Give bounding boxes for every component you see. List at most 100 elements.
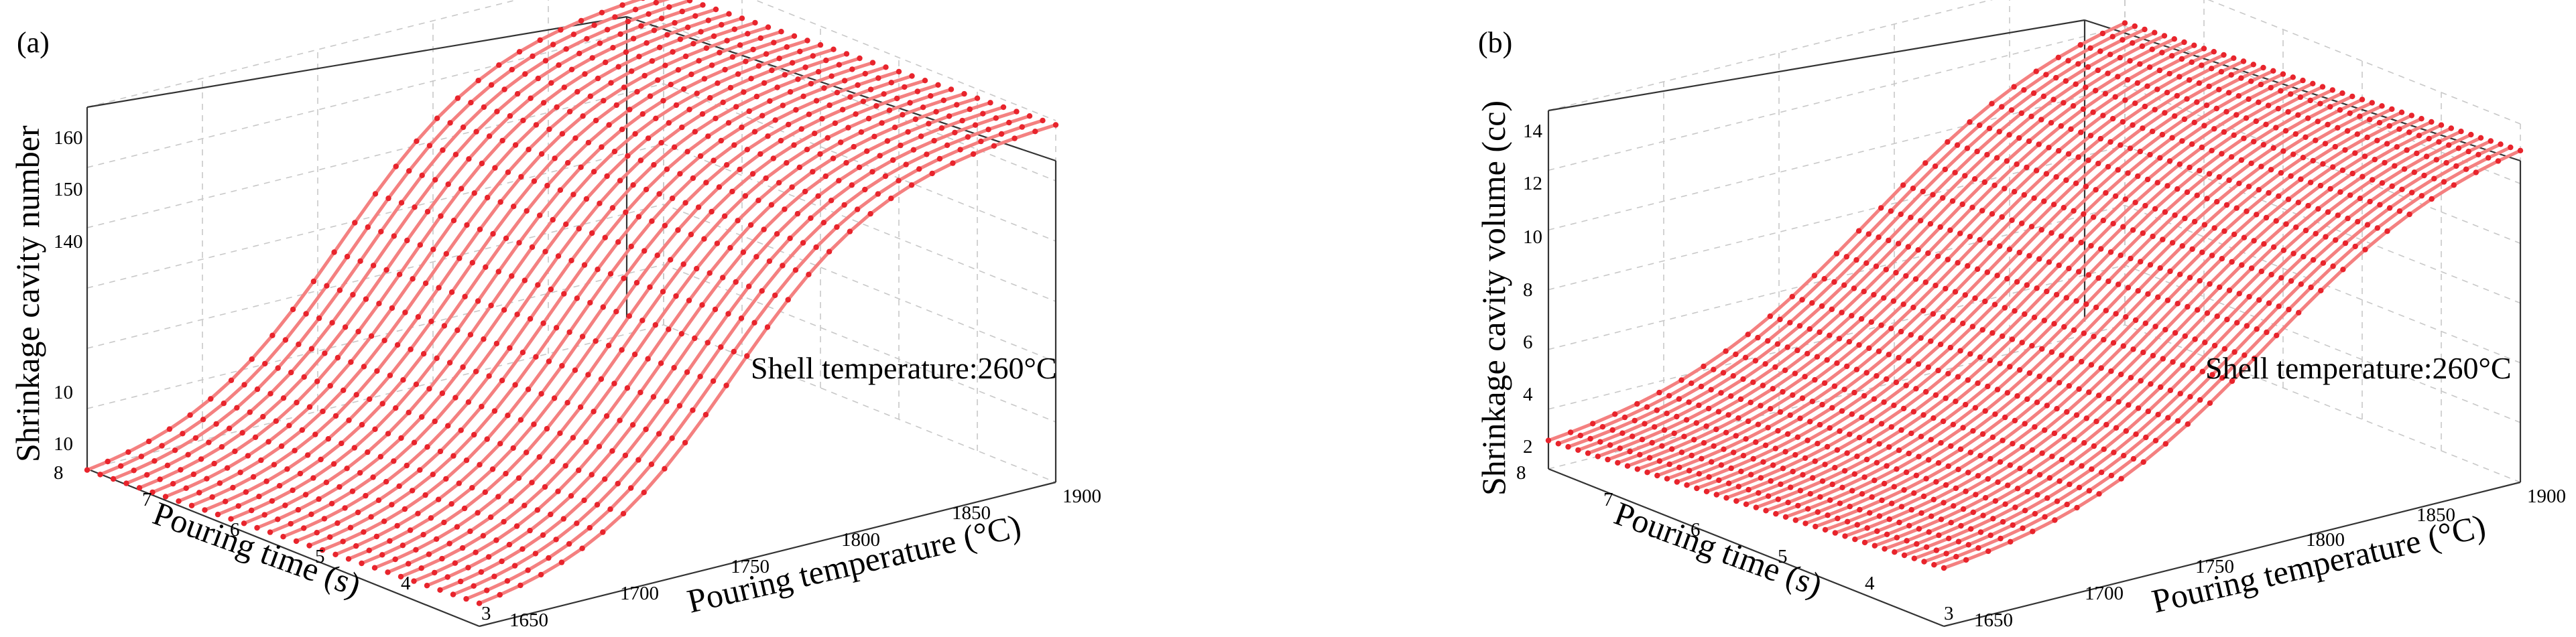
surface-point [656, 431, 662, 437]
surface-point [406, 561, 412, 567]
surface-point [328, 500, 335, 506]
surface-point [544, 425, 550, 432]
surface-point [2113, 425, 2120, 431]
surface-point [1930, 496, 1937, 502]
surface-point [600, 529, 606, 535]
gridline [1548, 145, 2521, 304]
surface-point [1947, 227, 1953, 233]
surface-point [286, 423, 292, 429]
panel-b-label: (b) [1478, 26, 1512, 59]
surface-point [676, 403, 683, 409]
surface-point [2107, 249, 2114, 255]
surface-point [1555, 441, 1561, 447]
surface-point [2022, 311, 2028, 317]
surface-point [426, 386, 432, 392]
surface-point [1973, 492, 1979, 498]
surface-point [668, 82, 674, 88]
surface-point [621, 84, 627, 90]
surface-point [550, 458, 556, 464]
surface-point [1900, 405, 1907, 412]
surface-point [2330, 263, 2336, 269]
surface-point [2453, 163, 2459, 169]
surface-point [566, 329, 572, 336]
surface-point [1784, 431, 1791, 437]
surface-point [2164, 90, 2170, 96]
surface-point [2099, 30, 2106, 37]
surface-point [1014, 109, 1020, 115]
surface-point [254, 386, 261, 393]
surface-point [867, 86, 874, 92]
surface-point [666, 326, 672, 332]
surface-point [2128, 255, 2134, 262]
surface-point [1898, 504, 1905, 510]
surface-point [2438, 122, 2445, 128]
surface-point [2135, 288, 2141, 294]
surface-point [1587, 435, 1593, 442]
surface-point [2409, 190, 2415, 196]
surface-point [751, 320, 757, 326]
surface-point [2160, 236, 2166, 242]
surface-point [1925, 364, 1931, 370]
surface-point [464, 222, 470, 228]
surface-point [2276, 303, 2282, 309]
surface-point [2152, 437, 2159, 443]
surface-point [648, 462, 655, 468]
surface-point [1888, 424, 1894, 430]
surface-point [432, 177, 438, 183]
surface-point [2223, 202, 2230, 208]
surface-point [2423, 153, 2430, 159]
surface-point [2098, 470, 2105, 476]
surface-point [501, 518, 507, 525]
surface-point [1874, 459, 1880, 466]
surface-point [2115, 281, 2122, 287]
surface-point [275, 516, 281, 522]
surface-point [1666, 461, 1672, 468]
surface-point [2182, 333, 2188, 339]
surface-point [2339, 90, 2345, 96]
surface-point [458, 427, 464, 433]
surface-point [1841, 386, 1847, 393]
surface-point [2157, 265, 2163, 271]
surface-point [2211, 126, 2217, 132]
surface-point [1873, 263, 1880, 269]
surface-point [559, 362, 565, 369]
surface-point [896, 178, 902, 184]
surface-point [1654, 407, 1660, 413]
surface-point [2418, 116, 2425, 122]
surface-point [1737, 396, 1744, 403]
surface-point [2000, 333, 2006, 340]
surface-point [699, 111, 706, 117]
surface-point [675, 67, 682, 73]
surface-point [344, 466, 350, 472]
surface-point [2486, 155, 2492, 161]
surface-point [1770, 386, 1776, 392]
surface-point [641, 72, 648, 79]
panel-b-x-ticks: 1650 1700 1750 1800 1850 1900 [1974, 486, 2566, 631]
surface-point [620, 510, 627, 516]
surface-point [2347, 192, 2353, 198]
surface-point [1802, 374, 1808, 380]
surface-point [2145, 408, 2151, 415]
surface-point [346, 417, 352, 423]
surface-point [593, 338, 599, 344]
surface-point [1861, 289, 1867, 295]
surface-point [1740, 376, 1746, 382]
surface-point [2039, 450, 2045, 456]
surface-point [902, 84, 908, 90]
surface-point [1733, 433, 1739, 439]
surface-point [145, 438, 152, 445]
surface-point [2268, 84, 2274, 91]
surface-point [2079, 463, 2085, 469]
surface-point [445, 423, 451, 429]
surface-point [684, 24, 691, 30]
surface-point [589, 55, 595, 61]
surface-point [1770, 462, 1776, 468]
surface-point [462, 293, 468, 299]
z-tick-label: 150 [54, 179, 83, 200]
surface-point [2408, 113, 2414, 119]
surface-point [1955, 374, 1961, 380]
surface-point [632, 131, 638, 137]
surface-point [1965, 542, 1971, 548]
surface-point [1922, 279, 1928, 285]
surface-point [397, 573, 404, 580]
